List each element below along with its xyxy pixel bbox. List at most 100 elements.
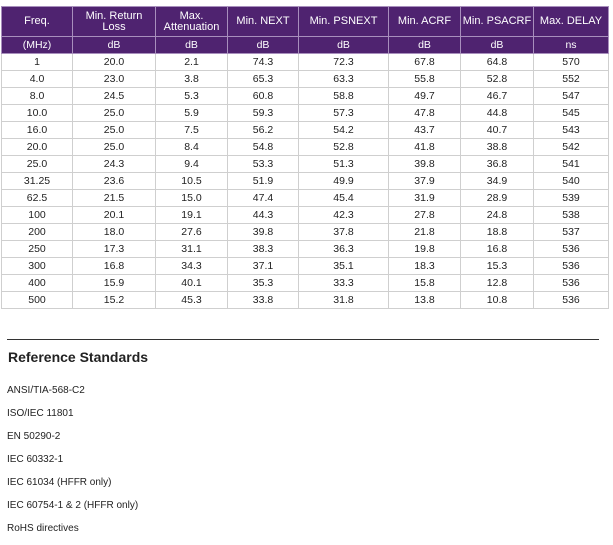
table-cell: 23.0 <box>72 70 156 88</box>
table-cell: 4.0 <box>1 70 73 88</box>
table-cell: 49.7 <box>388 87 461 105</box>
table-cell: 2.1 <box>155 53 228 71</box>
table-cell: 28.9 <box>460 189 534 207</box>
list-item: ANSI/TIA-568-C2 <box>7 385 85 396</box>
col-psnext-header: Min. PSNEXT <box>298 6 389 37</box>
table-cell: 17.3 <box>72 240 156 258</box>
table-cell: 16.8 <box>72 257 156 275</box>
table-cell: 25.0 <box>72 121 156 139</box>
table-cell: 540 <box>533 172 609 190</box>
table-cell: 23.6 <box>72 172 156 190</box>
section-divider <box>7 339 599 340</box>
table-cell: 45.4 <box>298 189 389 207</box>
table-cell: 19.8 <box>388 240 461 258</box>
table-cell: 536 <box>533 257 609 275</box>
list-item: IEC 60332-1 <box>7 454 64 465</box>
table-cell: 31.25 <box>1 172 73 190</box>
table-row: 100 20.1 19.1 44.3 42.3 27.8 24.8 538 <box>1 206 609 224</box>
table-cell: 539 <box>533 189 609 207</box>
table-cell: 46.7 <box>460 87 534 105</box>
table-cell: 51.9 <box>227 172 299 190</box>
table-cell: 18.0 <box>72 223 156 241</box>
table-cell: 5.9 <box>155 104 228 122</box>
table-cell: 31.8 <box>298 291 389 309</box>
col-return-loss-unit: dB <box>72 36 156 54</box>
table-cell: 64.8 <box>460 53 534 71</box>
table-cell: 15.9 <box>72 274 156 292</box>
table-cell: 36.3 <box>298 240 389 258</box>
col-acrf-header: Min. ACRF <box>388 6 461 37</box>
col-acrf-unit: dB <box>388 36 461 54</box>
table-cell: 18.3 <box>388 257 461 275</box>
table-cell: 570 <box>533 53 609 71</box>
table-cell: 34.3 <box>155 257 228 275</box>
table-cell: 25.0 <box>1 155 73 173</box>
table-cell: 60.8 <box>227 87 299 105</box>
table-row: 500 15.2 45.3 33.8 31.8 13.8 10.8 536 <box>1 291 609 309</box>
table-cell: 38.8 <box>460 138 534 156</box>
table-cell: 54.8 <box>227 138 299 156</box>
table-cell: 27.6 <box>155 223 228 241</box>
table-row: 8.0 24.5 5.3 60.8 58.8 49.7 46.7 547 <box>1 87 609 105</box>
table-cell: 15.2 <box>72 291 156 309</box>
table-cell: 16.0 <box>1 121 73 139</box>
col-delay-unit: ns <box>533 36 609 54</box>
table-cell: 543 <box>533 121 609 139</box>
table-cell: 31.1 <box>155 240 228 258</box>
table-cell: 35.1 <box>298 257 389 275</box>
table-cell: 536 <box>533 240 609 258</box>
table-cell: 547 <box>533 87 609 105</box>
reference-standards-title: Reference Standards <box>8 349 149 365</box>
table-cell: 58.8 <box>298 87 389 105</box>
table-cell: 9.4 <box>155 155 228 173</box>
table-cell: 13.8 <box>388 291 461 309</box>
table-cell: 10.8 <box>460 291 534 309</box>
table-cell: 12.8 <box>460 274 534 292</box>
table-cell: 15.3 <box>460 257 534 275</box>
table-row: 16.0 25.0 7.5 56.2 54.2 43.7 40.7 543 <box>1 121 609 139</box>
spec-table: Freq. Min. Return Loss Max. Attenuation … <box>1 6 609 309</box>
table-cell: 20.0 <box>1 138 73 156</box>
col-attenuation-header: Max. Attenuation <box>155 6 228 37</box>
list-item: IEC 60754-1 & 2 (HFFR only) <box>7 500 139 511</box>
table-cell: 37.1 <box>227 257 299 275</box>
list-item: EN 50290-2 <box>7 431 61 442</box>
list-item: RoHS directives <box>7 523 79 534</box>
table-cell: 62.5 <box>1 189 73 207</box>
table-cell: 24.8 <box>460 206 534 224</box>
table-cell: 8.0 <box>1 87 73 105</box>
table-cell: 40.7 <box>460 121 534 139</box>
table-cell: 16.8 <box>460 240 534 258</box>
table-cell: 67.8 <box>388 53 461 71</box>
table-header: Freq. Min. Return Loss Max. Attenuation … <box>1 6 609 54</box>
table-cell: 56.2 <box>227 121 299 139</box>
table-cell: 10.0 <box>1 104 73 122</box>
table-cell: 55.8 <box>388 70 461 88</box>
table-cell: 200 <box>1 223 73 241</box>
table-cell: 38.3 <box>227 240 299 258</box>
table-cell: 500 <box>1 291 73 309</box>
table-cell: 44.8 <box>460 104 534 122</box>
table-row: 20.0 25.0 8.4 54.8 52.8 41.8 38.8 542 <box>1 138 609 156</box>
table-cell: 44.3 <box>227 206 299 224</box>
table-cell: 37.8 <box>298 223 389 241</box>
table-cell: 54.2 <box>298 121 389 139</box>
table-cell: 27.8 <box>388 206 461 224</box>
table-cell: 39.8 <box>388 155 461 173</box>
table-cell: 41.8 <box>388 138 461 156</box>
table-row: 10.0 25.0 5.9 59.3 57.3 47.8 44.8 545 <box>1 104 609 122</box>
table-cell: 49.9 <box>298 172 389 190</box>
reference-standards-list: ANSI/TIA-568-C2 ISO/IEC 11801 EN 50290-2… <box>7 384 138 545</box>
table-cell: 59.3 <box>227 104 299 122</box>
table-cell: 42.3 <box>298 206 389 224</box>
table-row: 62.5 21.5 15.0 47.4 45.4 31.9 28.9 539 <box>1 189 609 207</box>
table-cell: 542 <box>533 138 609 156</box>
table-cell: 37.9 <box>388 172 461 190</box>
table-row: 25.0 24.3 9.4 53.3 51.3 39.8 36.8 541 <box>1 155 609 173</box>
table-cell: 536 <box>533 291 609 309</box>
col-return-loss-header: Min. Return Loss <box>72 6 156 37</box>
table-row: 31.25 23.6 10.5 51.9 49.9 37.9 34.9 540 <box>1 172 609 190</box>
col-next-unit: dB <box>227 36 299 54</box>
table-row: 4.0 23.0 3.8 65.3 63.3 55.8 52.8 552 <box>1 70 609 88</box>
table-cell: 5.3 <box>155 87 228 105</box>
